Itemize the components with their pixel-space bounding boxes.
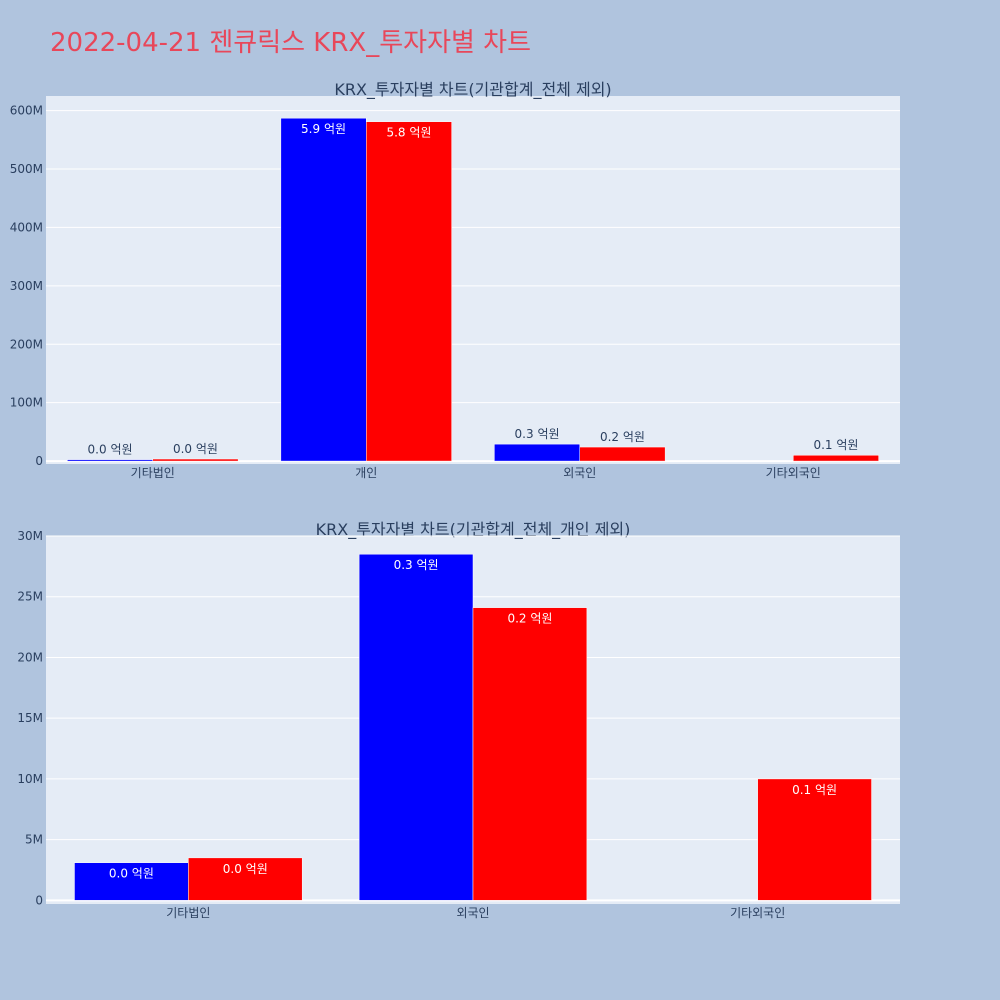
y-tick-label: 300M <box>10 279 43 293</box>
bar <box>366 121 452 462</box>
y-tick-label: 5M <box>25 833 43 847</box>
chart-title: KRX_투자자별 차트(기관합계_전체 제외) <box>334 80 611 100</box>
x-tick-label: 기타외국인 <box>730 906 785 920</box>
y-tick-label: 600M <box>10 104 43 118</box>
bar-value-label: 0.1 억원 <box>792 783 837 797</box>
bar-value-label: 0.3 억원 <box>515 427 560 441</box>
y-tick-label: 0 <box>35 893 43 907</box>
y-tick-label: 100M <box>10 396 43 410</box>
x-tick-label: 기타외국인 <box>766 466 821 480</box>
bar-value-label: 5.9 억원 <box>301 122 346 136</box>
plot-area <box>46 96 900 464</box>
x-tick-label: 개인 <box>355 466 377 480</box>
bar <box>757 778 872 901</box>
bar-value-label: 0.0 억원 <box>173 442 218 456</box>
bar <box>494 443 581 462</box>
bar-value-label: 0.0 억원 <box>223 862 268 876</box>
bar <box>579 446 666 462</box>
bar <box>152 458 239 462</box>
y-tick-label: 30M <box>17 529 43 543</box>
bar <box>188 857 303 901</box>
x-tick-label: 기타법인 <box>131 466 175 480</box>
bar-value-label: 0.1 억원 <box>813 438 858 452</box>
x-tick-label: 외국인 <box>563 466 596 480</box>
bar <box>358 553 474 901</box>
y-tick-label: 15M <box>17 711 43 725</box>
bar <box>472 607 588 901</box>
chart-title: KRX_투자자별 차트(기관합계_전체_개인 제외) <box>316 520 631 540</box>
bar-value-label: 0.3 억원 <box>394 558 439 572</box>
bar-value-label: 0.0 억원 <box>109 867 154 881</box>
x-tick-label: 외국인 <box>456 906 489 920</box>
bar <box>280 117 367 462</box>
bar <box>74 862 189 901</box>
bar-value-label: 0.2 억원 <box>507 612 552 626</box>
page-title: 2022-04-21 젠큐릭스 KRX_투자자별 차트 <box>50 28 532 58</box>
y-tick-label: 0 <box>35 454 43 468</box>
y-tick-label: 500M <box>10 162 43 176</box>
y-tick-label: 200M <box>10 337 43 351</box>
bar-value-label: 0.0 억원 <box>88 443 133 457</box>
y-tick-label: 400M <box>10 220 43 234</box>
y-tick-label: 25M <box>17 590 43 604</box>
y-tick-label: 10M <box>17 772 43 786</box>
x-tick-label: 기타법인 <box>166 906 210 920</box>
bar-value-label: 5.8 억원 <box>386 126 431 140</box>
y-tick-label: 20M <box>17 650 43 664</box>
bar <box>793 454 879 462</box>
bar <box>67 459 153 462</box>
bar-value-label: 0.2 억원 <box>600 430 645 444</box>
